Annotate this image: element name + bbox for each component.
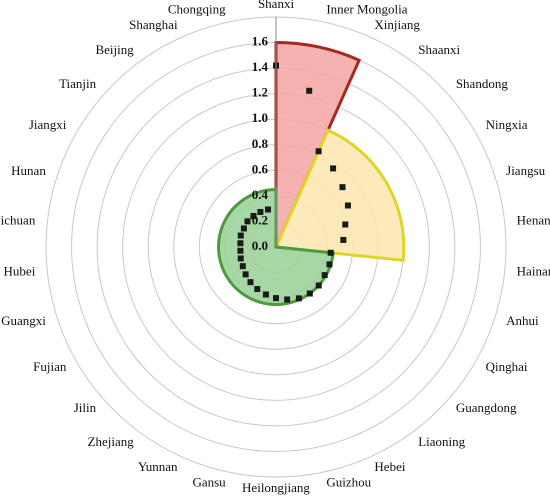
data-point	[295, 295, 302, 302]
data-point	[321, 272, 328, 279]
data-point	[330, 165, 337, 172]
data-point	[315, 282, 322, 289]
data-point	[254, 286, 261, 293]
y-tick-label: 1.4	[252, 59, 269, 74]
data-point	[247, 279, 254, 286]
data-point	[315, 148, 322, 155]
category-label: Guangxi	[1, 313, 46, 328]
category-label: Chongqing	[168, 1, 226, 16]
y-tick-label: 1.0	[252, 110, 268, 125]
data-point	[265, 206, 272, 213]
data-point	[339, 184, 346, 191]
category-label: Ningxia	[486, 117, 528, 132]
category-label: Qinghai	[486, 359, 528, 374]
data-point	[237, 232, 244, 239]
category-label: Beijing	[95, 42, 134, 57]
category-label: Shanghai	[129, 17, 178, 32]
data-point	[340, 236, 347, 243]
data-point	[237, 240, 244, 247]
data-point	[306, 87, 313, 94]
data-point	[327, 249, 334, 256]
category-label: Sichuan	[0, 213, 36, 228]
category-label: Shanxi	[258, 0, 295, 11]
category-label: Hubei	[4, 263, 36, 278]
category-label: Heilongjiang	[242, 480, 310, 495]
category-label: Shaanxi	[418, 42, 460, 57]
category-label: Guangdong	[456, 400, 517, 415]
category-label: Inner Mongolia	[326, 1, 407, 16]
data-point	[284, 296, 291, 303]
category-label: Xinjiang	[374, 17, 420, 32]
data-point	[344, 202, 351, 209]
data-point	[242, 271, 249, 278]
category-label: Tianjin	[59, 76, 97, 91]
category-label: Zhejiang	[88, 434, 135, 449]
category-label: Shandong	[456, 76, 509, 91]
y-tick-label: 0.8	[252, 136, 269, 151]
category-label: Yunnan	[138, 459, 178, 474]
category-label: Fujian	[33, 359, 67, 374]
data-point	[244, 218, 251, 225]
data-point	[262, 291, 269, 298]
data-point	[326, 261, 333, 268]
y-tick-label: 0.0	[252, 238, 268, 253]
data-point	[239, 263, 246, 270]
data-point	[306, 290, 313, 297]
category-label: Henan	[517, 213, 550, 228]
data-point	[250, 212, 257, 219]
y-tick-label: 0.6	[252, 161, 269, 176]
data-point	[237, 247, 244, 254]
data-point	[257, 208, 264, 215]
category-label: Gansu	[192, 475, 226, 490]
data-point	[273, 295, 279, 302]
category-label: Anhui	[506, 313, 539, 328]
y-tick-label: 1.6	[252, 34, 269, 49]
category-label: Jilin	[74, 400, 97, 415]
category-label: Liaoning	[418, 434, 465, 449]
category-label: Guizhou	[326, 475, 371, 490]
category-label: Jiangsu	[506, 163, 545, 178]
sector	[273, 128, 406, 263]
y-tick-label: 0.2	[252, 212, 268, 227]
category-label: Jiangxi	[29, 117, 67, 132]
y-tick-label: 1.2	[252, 85, 268, 100]
category-label: Hunan	[11, 163, 46, 178]
category-label: Hainan	[517, 263, 550, 278]
data-point	[237, 255, 244, 262]
data-point	[342, 221, 349, 228]
category-label: Hebei	[374, 459, 405, 474]
data-point	[240, 225, 247, 232]
y-tick-label: 0.4	[252, 187, 269, 202]
